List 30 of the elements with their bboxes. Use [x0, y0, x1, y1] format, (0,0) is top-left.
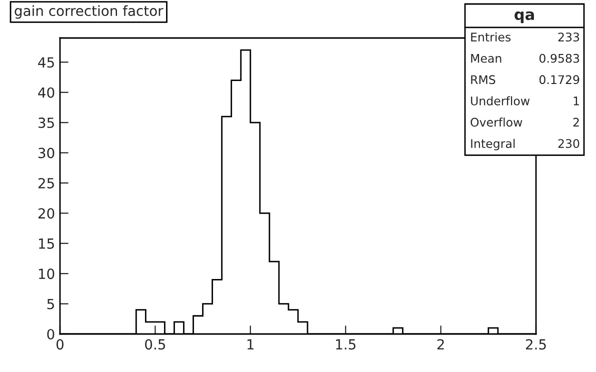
y-tick-label: 45 — [38, 57, 54, 68]
y-tick-label: 40 — [38, 87, 54, 98]
annotation: Integral — [471, 138, 515, 150]
annotation: RMS — [471, 75, 496, 84]
y-tick-label: 5 — [47, 298, 54, 310]
text: 2 — [573, 118, 579, 127]
x-tick-label: 0 — [56, 339, 64, 350]
x-tick-label: 1 — [248, 339, 254, 350]
text: 233 — [558, 32, 580, 42]
chart-title: gain correction factor — [14, 5, 164, 19]
annotation: Entries — [471, 32, 511, 42]
text: 230 — [558, 139, 580, 148]
x-tick-label: 0.5 — [145, 339, 166, 350]
x-tick-label: 1.5 — [336, 339, 356, 350]
annotation: Mean — [471, 54, 502, 63]
y-tick-label: 35 — [38, 118, 54, 128]
y-tick-label: 25 — [38, 178, 54, 188]
y-tick-label: 0 — [47, 328, 54, 340]
text: 1 — [574, 96, 579, 106]
y-tick-label: 10 — [38, 268, 54, 280]
annotation: Underflow — [471, 96, 530, 106]
y-tick-label: 30 — [38, 148, 54, 158]
text: 0.9583 — [539, 54, 580, 63]
y-tick-label: 15 — [38, 238, 54, 249]
x-tick-label: 2 — [437, 339, 444, 350]
annotation: Overflow — [470, 118, 522, 127]
text: qa — [514, 11, 534, 24]
y-tick-label: 20 — [38, 208, 54, 219]
x-tick-label: 2.5 — [526, 339, 546, 350]
text: 0.1729 — [539, 75, 580, 84]
